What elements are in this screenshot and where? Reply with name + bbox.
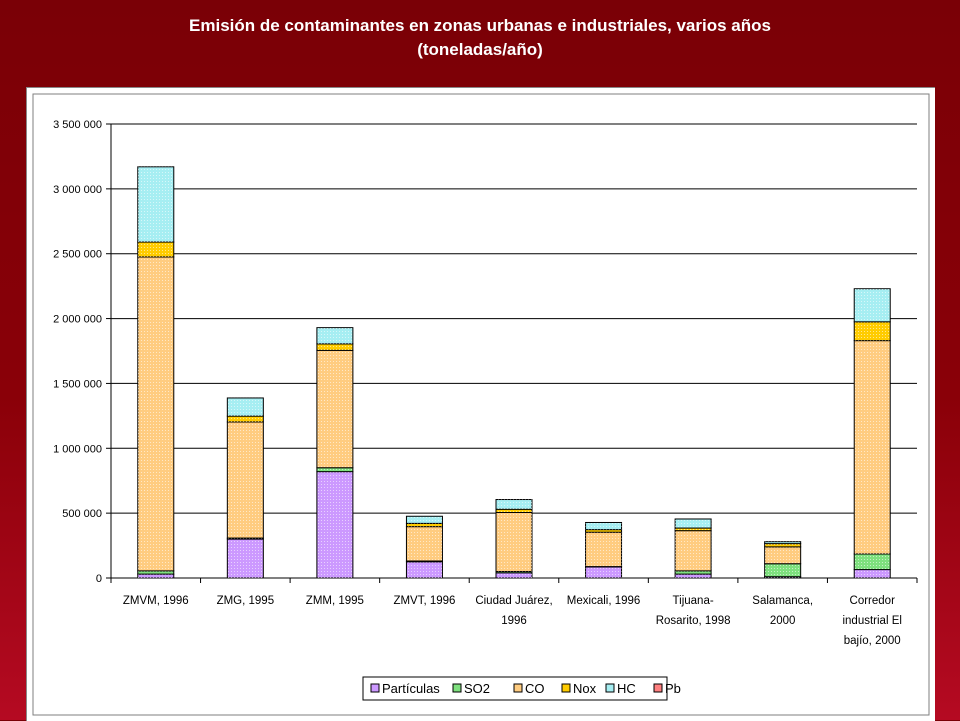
bar-texture bbox=[854, 570, 890, 578]
bar-texture bbox=[765, 547, 801, 564]
legend-label: SO2 bbox=[464, 681, 490, 696]
x-tick-label: 1996 bbox=[501, 615, 527, 627]
bar-texture bbox=[317, 350, 353, 467]
bar-texture bbox=[496, 573, 532, 578]
chart-title-line2: (toneladas/año) bbox=[0, 38, 960, 62]
bar-texture bbox=[675, 531, 711, 571]
bar-texture bbox=[406, 516, 442, 523]
x-tick-label: ZMVM, 1996 bbox=[123, 595, 189, 607]
bar-texture bbox=[854, 322, 890, 341]
bar-texture bbox=[854, 289, 890, 322]
legend-label: Pb bbox=[665, 681, 681, 696]
stacked-bar-chart: 0 500 000 1 000 000 1 500 000 2 000 000 2 500… bbox=[27, 88, 935, 721]
legend-swatch bbox=[371, 684, 379, 692]
x-tick-label: industrial El bbox=[842, 615, 901, 627]
bar-texture bbox=[138, 242, 174, 257]
bar-texture bbox=[317, 328, 353, 344]
bar-texture bbox=[317, 472, 353, 578]
legend-label: HC bbox=[617, 681, 636, 696]
bar-texture bbox=[227, 422, 263, 538]
x-tick-label: ZMG, 1995 bbox=[217, 595, 275, 607]
chart-title: Emisión de contaminantes en zonas urbana… bbox=[0, 14, 960, 62]
legend-swatch bbox=[514, 684, 522, 692]
x-tick-label: ZMVT, 1996 bbox=[393, 595, 455, 607]
y-tick-label: 1 500 000 bbox=[53, 378, 102, 390]
chart-title-line1: Emisión de contaminantes en zonas urbana… bbox=[0, 14, 960, 38]
bar-texture bbox=[317, 344, 353, 350]
y-tick-label: 3 000 000 bbox=[53, 184, 102, 196]
legend-label: CO bbox=[525, 681, 545, 696]
y-tick-label: 2 500 000 bbox=[53, 249, 102, 261]
bar-texture bbox=[317, 468, 353, 472]
bar-texture bbox=[854, 554, 890, 570]
x-tick-label: bajío, 2000 bbox=[844, 635, 901, 647]
bar-texture bbox=[675, 519, 711, 528]
bar-texture bbox=[138, 167, 174, 242]
x-tick-label: Tijuana- bbox=[673, 595, 714, 607]
y-tick-label: 500 000 bbox=[62, 508, 102, 520]
x-tick-label: Salamanca, bbox=[752, 595, 813, 607]
x-tick-label: 2000 bbox=[770, 615, 796, 627]
bar-texture bbox=[586, 532, 622, 566]
bar-texture bbox=[138, 574, 174, 578]
bar-texture bbox=[586, 522, 622, 529]
chart-area: 0 500 000 1 000 000 1 500 000 2 000 000 2 500… bbox=[26, 87, 935, 721]
bar-texture bbox=[227, 416, 263, 422]
y-tick-label: 2 000 000 bbox=[53, 314, 102, 326]
x-tick-label: Ciudad Juárez, bbox=[475, 595, 552, 607]
y-tick-label: 0 bbox=[96, 573, 102, 585]
bar-texture bbox=[406, 562, 442, 578]
bar-texture bbox=[496, 512, 532, 571]
y-tick-label: 1 000 000 bbox=[53, 443, 102, 455]
x-tick-label: Mexicali, 1996 bbox=[567, 595, 641, 607]
bar-texture bbox=[138, 257, 174, 571]
x-tick-label: ZMM, 1995 bbox=[306, 595, 364, 607]
legend-swatch bbox=[606, 684, 614, 692]
legend-swatch bbox=[453, 684, 461, 692]
y-tick-label: 3 500 000 bbox=[53, 119, 102, 131]
legend-label: Partículas bbox=[382, 681, 440, 696]
bar-texture bbox=[765, 542, 801, 544]
bar-texture bbox=[406, 527, 442, 561]
bar-texture bbox=[227, 398, 263, 416]
legend-swatch bbox=[654, 684, 662, 692]
legend-label: Nox bbox=[573, 681, 597, 696]
legend-swatch bbox=[562, 684, 570, 692]
x-tick-label: Corredor bbox=[850, 595, 896, 607]
bar-texture bbox=[227, 539, 263, 578]
bar-texture bbox=[586, 567, 622, 578]
bar-texture bbox=[675, 574, 711, 578]
bar-texture bbox=[765, 564, 801, 577]
bar-texture bbox=[496, 500, 532, 510]
bar-texture bbox=[854, 341, 890, 554]
x-tick-label: Rosarito, 1998 bbox=[656, 615, 731, 627]
